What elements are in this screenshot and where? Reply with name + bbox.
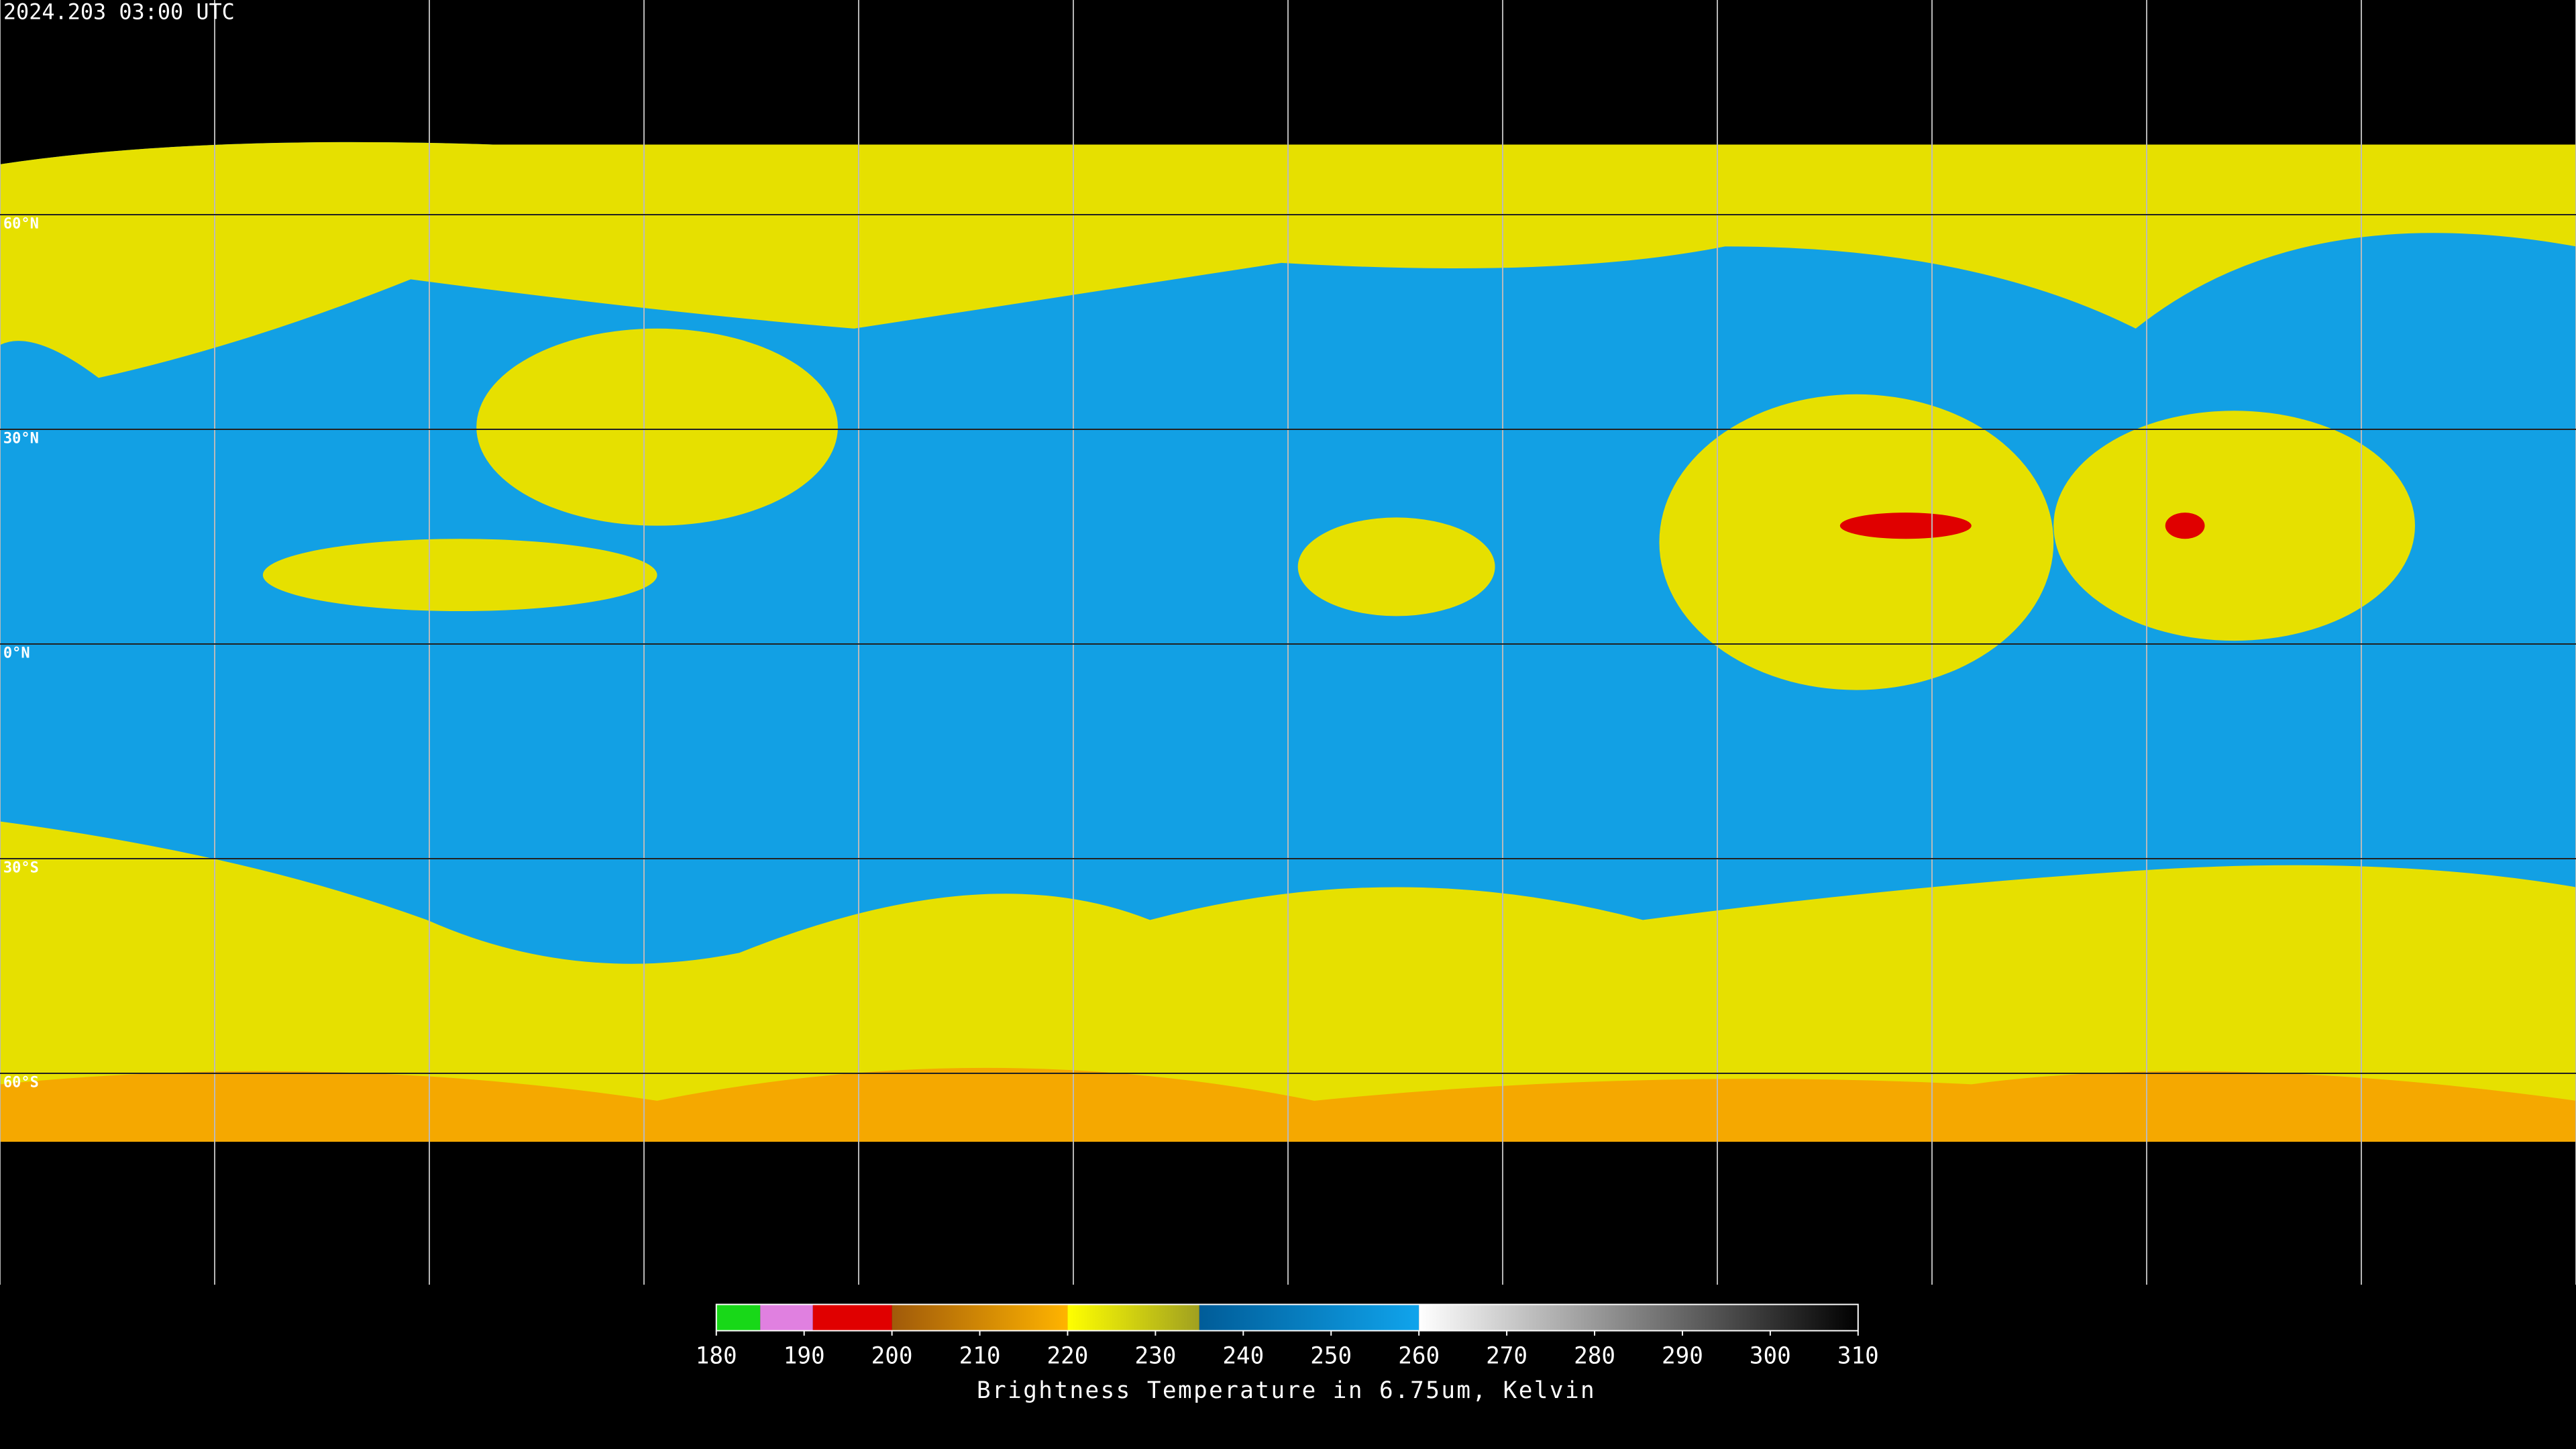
colorbar-segment — [760, 1304, 813, 1331]
graticule: 60°N 30°N 0°N 30°S 60°S — [0, 0, 2576, 1285]
colorbar-tick-label: 310 — [1837, 1342, 1879, 1369]
deep-convection — [2165, 513, 2205, 539]
colorbar-tick-label: 220 — [1047, 1342, 1089, 1369]
colorbar-frame — [715, 1303, 1859, 1332]
colorbar-segment — [1067, 1304, 1199, 1331]
colorbar-label: Brightness Temperature in 6.75um, Kelvin — [977, 1377, 1596, 1404]
lat-label: 0°N — [3, 645, 30, 662]
cloud-cluster — [2053, 411, 2415, 641]
colorbar-tick-label: 260 — [1398, 1342, 1440, 1369]
colorbar-segment — [1199, 1304, 1419, 1331]
lat-label: 30°S — [3, 860, 39, 877]
colorbar-segment — [716, 1304, 761, 1331]
colorbar-tick-label: 250 — [1310, 1342, 1352, 1369]
colorbar-segment — [812, 1304, 892, 1331]
colorbar: 180 190 200 210 220 230 240 250 260 270 280 290 300 3… — [696, 1303, 1879, 1369]
colorbar-tick-label: 240 — [1222, 1342, 1264, 1369]
deep-convection — [1839, 513, 1972, 539]
lat-label: 60°N — [3, 216, 39, 233]
colorbar-tick-label: 280 — [1574, 1342, 1615, 1369]
colorbar-tick-label: 230 — [1134, 1342, 1176, 1369]
lat-label: 60°S — [3, 1075, 39, 1091]
colorbar-tick-label: 180 — [696, 1342, 737, 1369]
cloud-cluster — [262, 539, 657, 612]
colorbar-tick-label: 270 — [1486, 1342, 1527, 1369]
colorbar-segment — [892, 1304, 1068, 1331]
timestamp: 2024.203 03:00 UTC — [3, 0, 235, 25]
lat-label: 30°N — [3, 431, 39, 447]
colorbar-tick-label: 190 — [784, 1342, 825, 1369]
colorbar-tick-label: 200 — [871, 1342, 913, 1369]
colorbar-segment — [1419, 1304, 1858, 1331]
colorbar-tick-label: 300 — [1750, 1342, 1791, 1369]
cloud-cluster — [1659, 394, 2054, 690]
cloud-cluster — [476, 328, 838, 526]
colorbar-tick-label: 290 — [1662, 1342, 1703, 1369]
colorbar-tick-label: 210 — [959, 1342, 1001, 1369]
cloud-cluster — [1297, 517, 1495, 616]
